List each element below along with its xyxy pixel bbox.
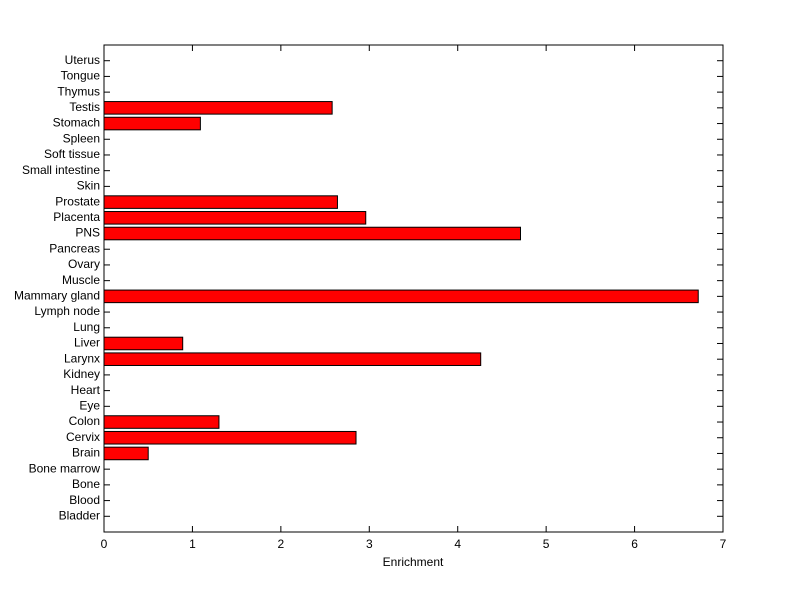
y-tick-label: Heart — [71, 383, 101, 397]
bar — [103, 446, 149, 461]
y-tick-label: Brain — [72, 446, 100, 460]
y-tick-label: Ovary — [68, 257, 100, 271]
plot-frame — [103, 44, 724, 533]
y-tick-label: Colon — [69, 414, 100, 428]
y-tick-label: Kidney — [63, 367, 100, 381]
x-tick-label: 2 — [278, 537, 285, 551]
y-tick-label: Blood — [69, 493, 100, 507]
bar — [103, 101, 333, 115]
y-tick-label: Eye — [79, 398, 100, 412]
y-tick-label: Lymph node — [34, 304, 100, 318]
x-tick-label: 5 — [543, 537, 550, 551]
y-tick-label: Small intestine — [22, 163, 100, 177]
x-axis-label: Enrichment — [383, 555, 444, 569]
y-tick-label: Liver — [74, 336, 100, 350]
y-tick-label: Pancreas — [49, 241, 100, 255]
x-tick-label: 3 — [366, 537, 373, 551]
y-tick-label: Larynx — [64, 351, 100, 365]
bar — [103, 211, 367, 225]
y-tick-label: Thymus — [57, 84, 100, 98]
y-tick-label: Cervix — [66, 430, 100, 444]
y-tick-label: Prostate — [55, 194, 100, 208]
y-tick-label: Lung — [73, 320, 100, 334]
y-tick-label: Skin — [77, 179, 100, 193]
x-tick-label: 0 — [101, 537, 108, 551]
x-tick-label: 4 — [454, 537, 461, 551]
y-tick-label: Bladder — [59, 508, 100, 522]
y-tick-label: Muscle — [62, 273, 100, 287]
x-tick-label: 1 — [189, 537, 196, 551]
bar — [103, 336, 184, 351]
y-tick-label: Placenta — [53, 210, 100, 224]
y-tick-label: Bone — [72, 477, 100, 491]
x-tick-label: 7 — [720, 537, 727, 551]
y-tick-label: Testis — [69, 100, 100, 114]
y-tick-label: Soft tissue — [44, 147, 100, 161]
bar — [103, 226, 521, 241]
bar — [103, 116, 201, 131]
y-tick-label: Uterus — [65, 53, 100, 67]
bar — [103, 430, 357, 445]
y-tick-label: Bone marrow — [29, 461, 101, 475]
y-tick-label: Tongue — [61, 69, 101, 83]
bar — [103, 195, 338, 209]
bar — [103, 289, 699, 304]
y-tick-label: Spleen — [63, 131, 100, 145]
y-tick-label: PNS — [75, 226, 100, 240]
bar — [103, 415, 220, 429]
x-tick-label: 6 — [631, 537, 638, 551]
y-tick-label: Mammary gland — [14, 289, 100, 303]
y-tick-label: Stomach — [53, 116, 100, 130]
bar — [103, 352, 482, 366]
